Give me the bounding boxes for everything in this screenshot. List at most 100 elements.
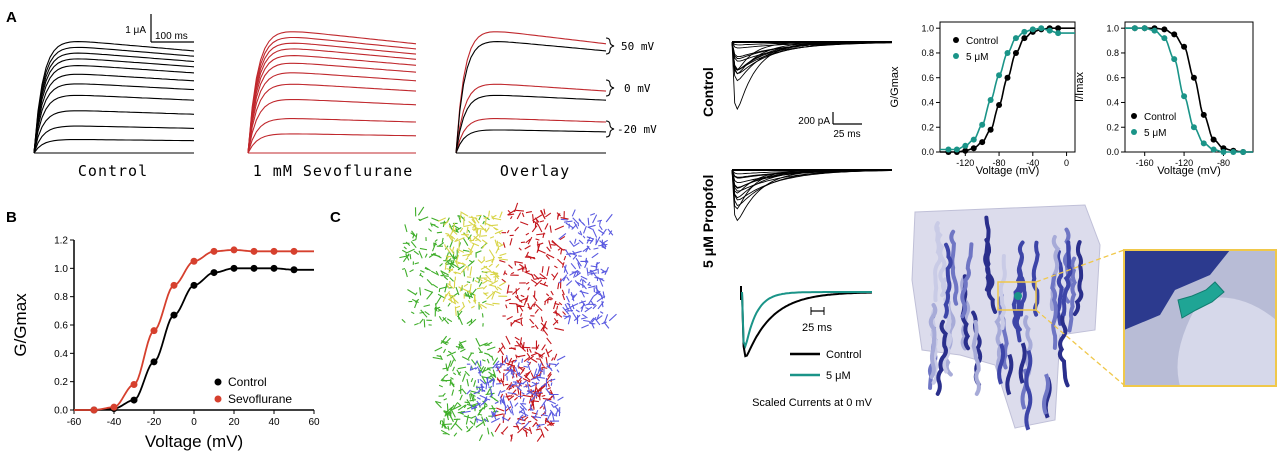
protein-stick [443,393,445,396]
protein-stick [444,399,447,400]
protein-stick [558,397,564,400]
data-point [962,143,968,149]
protein-stick [428,229,431,232]
protein-stick [482,240,487,244]
protein-stick [606,214,612,222]
y-tick-label: 0.0 [1106,147,1119,157]
panel-letter-c: C [330,209,341,226]
protein-stick [537,434,542,442]
data-point [1181,93,1187,99]
protein-stick [436,296,441,304]
protein-stick [545,223,548,229]
y-tick-label: 1.0 [921,23,934,33]
protein-stick [537,345,539,348]
protein-stick [588,218,589,226]
data-point [1240,149,1246,155]
protein-stick [542,395,546,396]
protein-stick [533,422,537,427]
protein-stick [424,319,425,327]
protein-stick [402,319,405,322]
protein-stick [406,249,414,253]
protein-stick [531,280,538,285]
protein-stick [435,347,442,351]
protein-stick [557,370,559,373]
control-current-trace [34,59,194,153]
control-row-label: Control [700,67,716,117]
legend-marker [215,396,222,403]
protein-stick [528,287,530,290]
overlay-control-trace [456,42,606,153]
protein-stick [444,374,448,376]
protein-stick [510,216,512,219]
protein-stick [551,291,553,295]
y-tick-label: 1.2 [54,236,68,247]
fit-curve [940,28,1075,149]
protein-stick [545,213,550,217]
data-point [251,248,258,255]
data-point [131,381,138,388]
data-point [1161,26,1167,32]
protein-stick [440,287,449,289]
protein-stick [547,400,556,404]
protein-stick [489,211,490,217]
panel-letter-b: B [6,209,17,226]
protein-stick [443,349,445,353]
protein-stick [589,323,595,324]
sevoflurane-traces [248,32,416,153]
data-point [111,404,118,411]
protein-stick [459,306,465,312]
right-figure: Control 5 μM Propofol 200 pA 25 ms 25 ms… [640,0,1280,472]
protein-stick [435,240,437,242]
data-point [1038,25,1044,31]
protein-stick [583,236,585,238]
protein-stick [516,373,517,377]
protein-stick [475,280,478,282]
legend-marker [953,37,959,43]
protein-stick [425,289,433,292]
control-traces [34,42,194,153]
protein-stick [418,207,423,215]
protein-stick [581,290,585,297]
protein-stick [489,285,496,287]
protein-stick [532,382,537,384]
data-point [231,246,238,253]
protein-stick [580,279,582,282]
data-point [971,137,977,143]
control-current-trace [34,95,194,153]
protein-stick [571,263,576,269]
x-tick-label: -120 [956,158,974,168]
protein-stick [581,325,588,328]
chart-frame [940,22,1075,152]
protein-stick [526,282,529,284]
data-point [1132,25,1138,31]
legend-label: Sevoflurane [228,392,292,406]
fit-curve [74,268,314,410]
protein-stick [530,319,534,324]
protein-stick [505,299,510,301]
protein-stick [402,269,405,270]
data-point [1171,31,1177,37]
protein-stick [425,254,427,258]
data-point [1171,56,1177,62]
protein-stick [547,247,551,251]
protein-stick [448,361,451,369]
protein-stick [535,304,542,311]
data-point [1021,35,1027,41]
protein-stick [554,301,556,309]
protein-stick [484,353,489,355]
protein-stick [495,291,501,294]
protein-stick [452,390,454,396]
scale-bar-right: 200 pA 25 ms [798,112,862,140]
protein-stick [468,300,470,303]
protein-stick [529,384,531,387]
propofol-sodium-trace [732,170,892,220]
protein-stick [514,262,522,264]
protein-stick [488,428,489,435]
legend-label: Control [1144,112,1176,123]
data-point [1021,29,1027,35]
protein-stick [531,373,534,379]
protein-stick [455,228,456,231]
protein-stick [474,419,476,425]
protein-stick [411,241,416,247]
protein-stick [528,421,531,422]
